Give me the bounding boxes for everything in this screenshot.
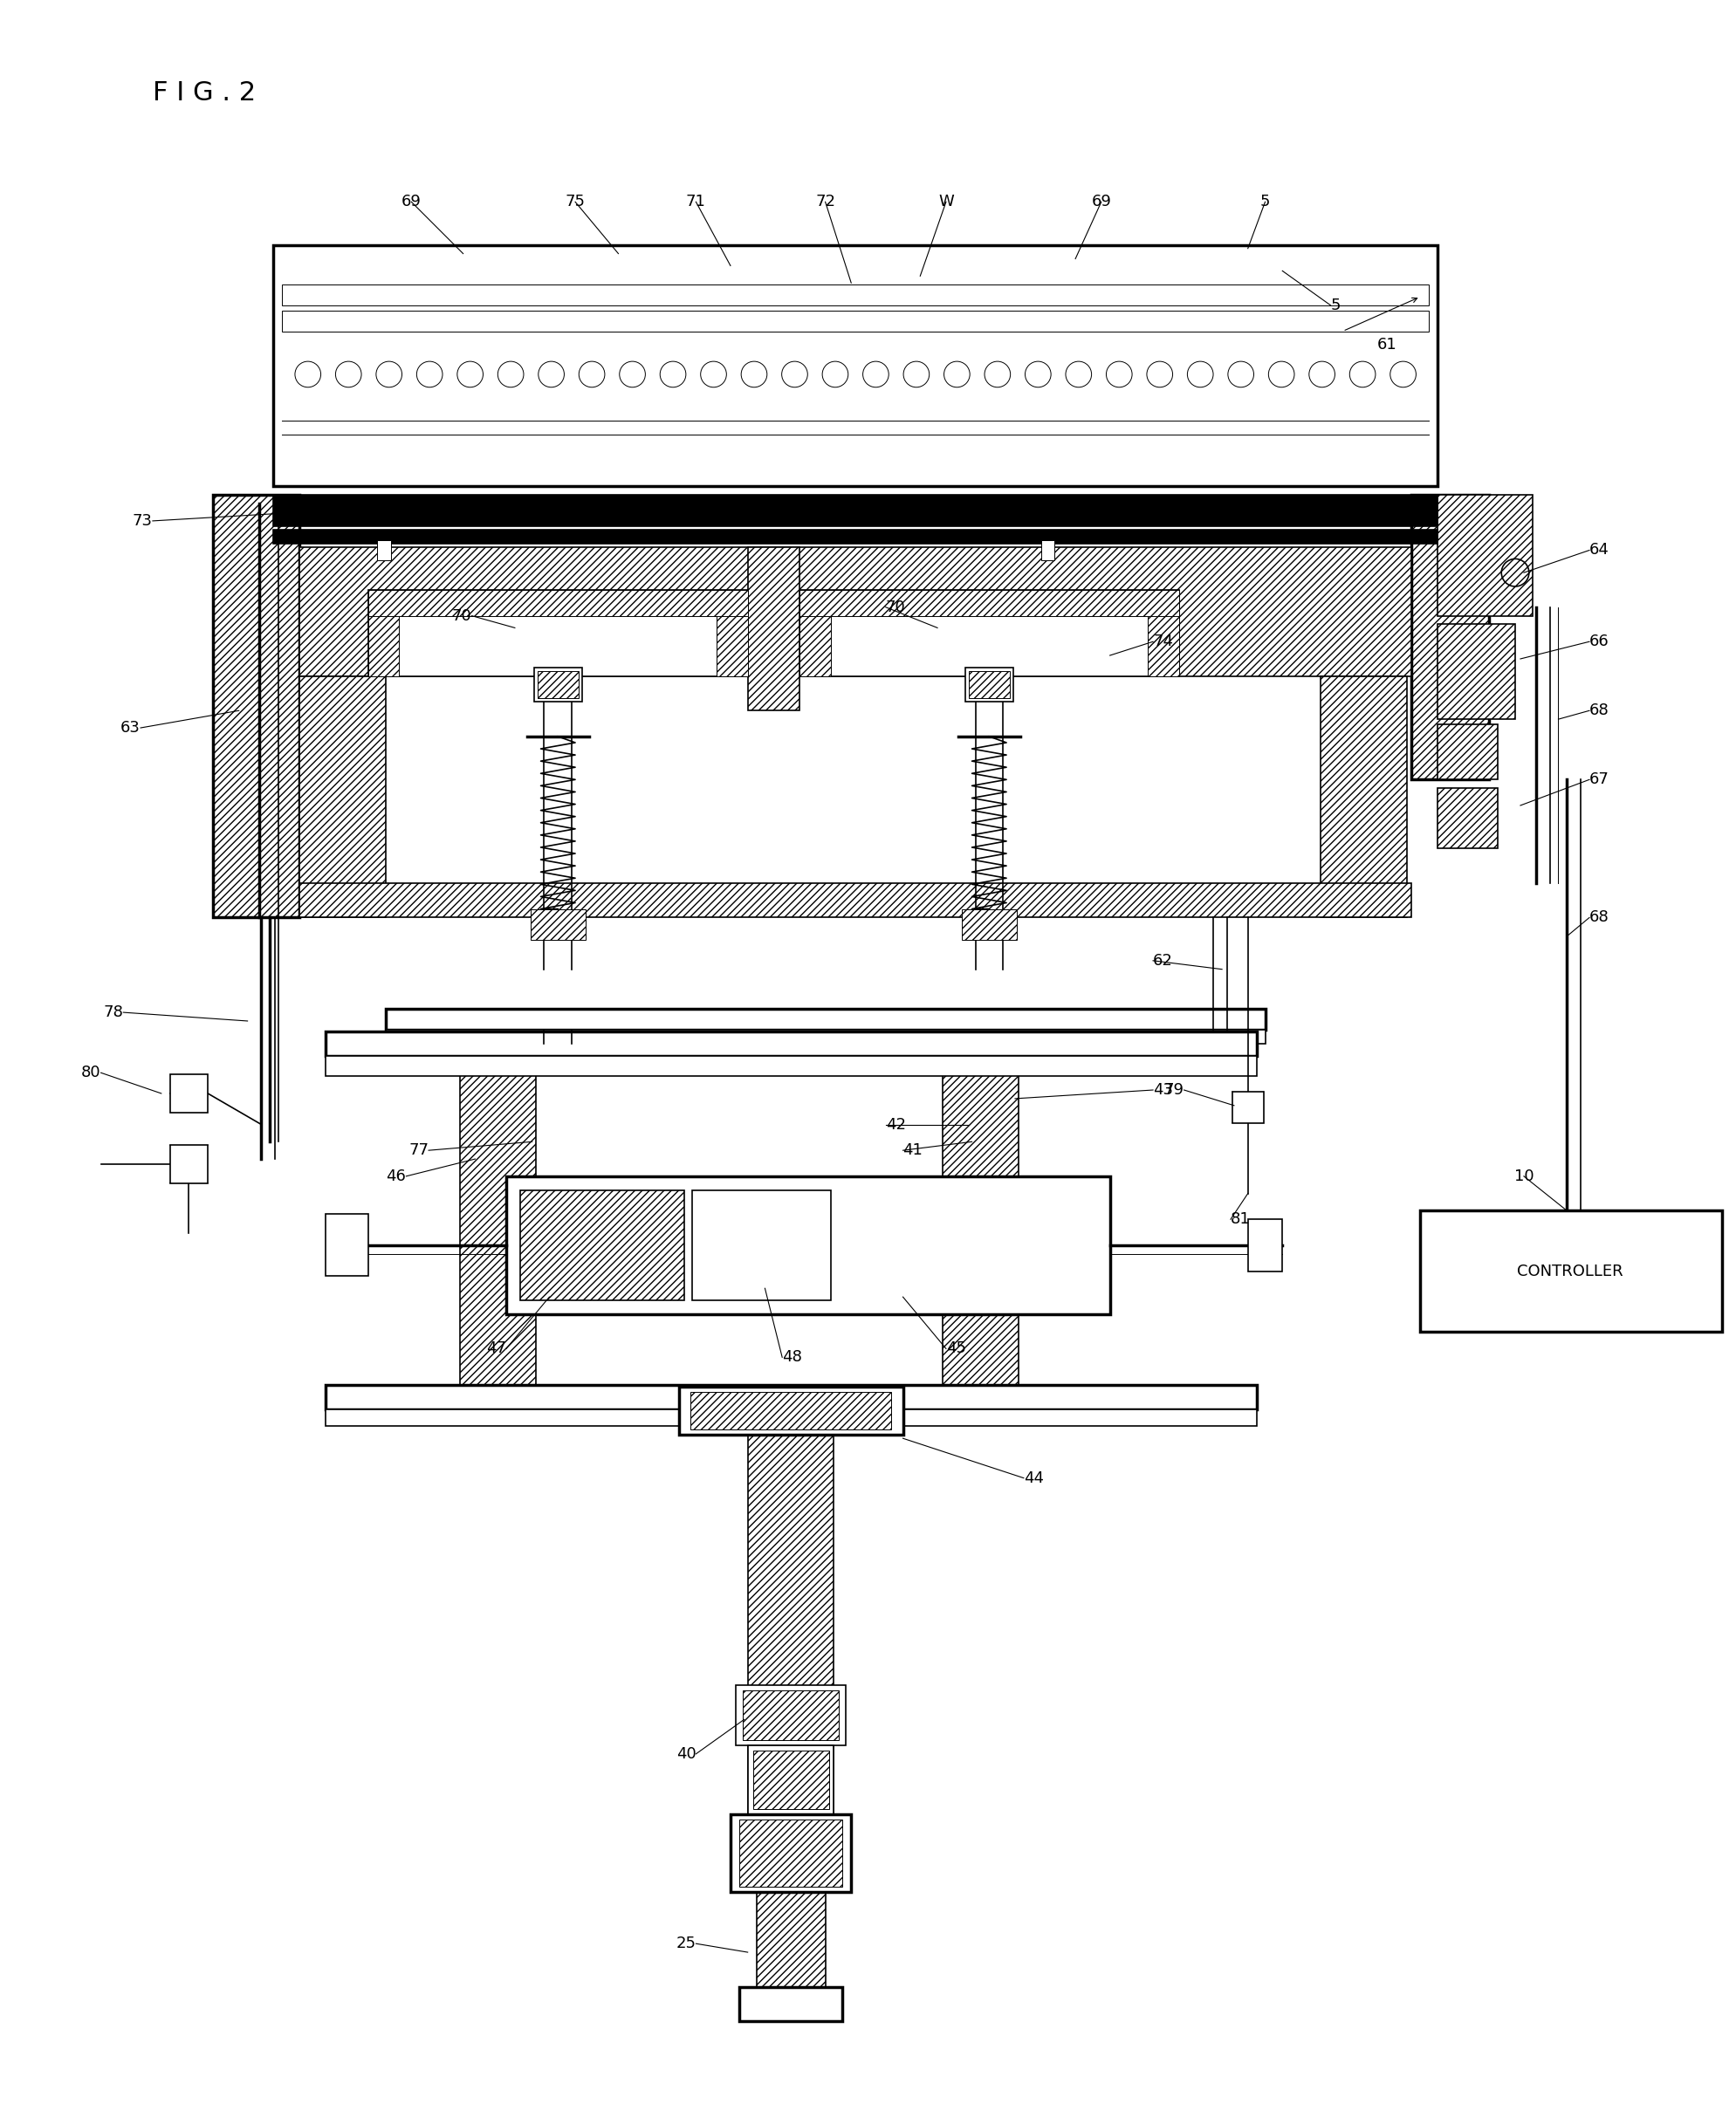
Bar: [1319, 676, 1406, 918]
Bar: [325, 1385, 1255, 1408]
Text: 10: 10: [1514, 1167, 1533, 1184]
Bar: [736, 1685, 845, 1746]
Bar: [1437, 787, 1496, 849]
Bar: [746, 1408, 833, 1813]
Text: 44: 44: [1023, 1469, 1043, 1486]
Bar: [299, 676, 385, 918]
Bar: [533, 667, 582, 703]
Bar: [519, 1191, 684, 1300]
Text: 80: 80: [82, 1064, 101, 1081]
Bar: [965, 667, 1012, 703]
Bar: [325, 1032, 1255, 1056]
Bar: [368, 589, 399, 676]
Bar: [691, 1391, 891, 1429]
Bar: [1246, 1220, 1281, 1271]
Bar: [273, 496, 1437, 526]
Text: 73: 73: [132, 513, 153, 528]
Bar: [1437, 625, 1514, 720]
Text: 61: 61: [1377, 338, 1396, 353]
Text: 43: 43: [1153, 1083, 1172, 1098]
Bar: [799, 589, 830, 676]
Text: 5: 5: [1330, 298, 1340, 312]
Bar: [679, 1387, 903, 1435]
Text: 41: 41: [903, 1142, 922, 1159]
Bar: [385, 1030, 1264, 1043]
Bar: [740, 1986, 842, 2020]
Text: 25: 25: [675, 1936, 696, 1951]
Text: 45: 45: [946, 1340, 965, 1357]
Bar: [1233, 1091, 1262, 1123]
Bar: [799, 589, 1179, 676]
Bar: [368, 589, 746, 616]
Bar: [170, 1144, 208, 1182]
Bar: [529, 910, 585, 939]
Bar: [281, 285, 1429, 306]
Text: 69: 69: [1090, 194, 1111, 209]
Text: 77: 77: [408, 1142, 429, 1159]
Text: 67: 67: [1588, 773, 1609, 787]
Bar: [377, 540, 391, 562]
Bar: [1040, 540, 1054, 562]
Text: CONTROLLER: CONTROLLER: [1517, 1262, 1623, 1279]
Bar: [1420, 1212, 1722, 1332]
Bar: [281, 310, 1429, 331]
Text: 63: 63: [120, 720, 141, 737]
Bar: [505, 1176, 1109, 1315]
Text: 68: 68: [1588, 910, 1609, 925]
Bar: [717, 589, 746, 676]
Text: 62: 62: [1153, 952, 1172, 969]
Bar: [385, 1009, 1264, 1030]
Bar: [969, 671, 1009, 699]
Bar: [746, 1746, 833, 1813]
Bar: [693, 1191, 830, 1300]
Bar: [799, 589, 1179, 616]
Bar: [299, 547, 1411, 676]
Text: 48: 48: [781, 1349, 802, 1366]
Text: 78: 78: [104, 1005, 123, 1020]
Text: 68: 68: [1588, 703, 1609, 718]
Bar: [743, 1691, 838, 1739]
Bar: [214, 496, 299, 918]
Bar: [273, 530, 1437, 543]
Text: 79: 79: [1163, 1083, 1184, 1098]
Text: 64: 64: [1588, 543, 1609, 557]
Bar: [299, 882, 1411, 918]
Bar: [368, 589, 746, 676]
Bar: [755, 1891, 825, 1995]
Bar: [325, 1056, 1255, 1077]
Bar: [740, 1820, 842, 1887]
Text: 70: 70: [885, 600, 904, 614]
Bar: [460, 1030, 535, 1400]
Bar: [1437, 496, 1531, 616]
Text: 40: 40: [675, 1746, 696, 1763]
Bar: [731, 1813, 851, 1891]
Bar: [325, 1408, 1255, 1427]
Text: F I G . 2: F I G . 2: [153, 80, 255, 106]
Bar: [1411, 496, 1488, 779]
Bar: [536, 671, 578, 699]
Bar: [962, 910, 1016, 939]
Text: 75: 75: [564, 194, 585, 209]
Text: W: W: [937, 194, 953, 209]
Bar: [746, 547, 799, 711]
Bar: [752, 1750, 828, 1809]
Text: 70: 70: [451, 608, 472, 623]
Text: 47: 47: [486, 1340, 505, 1357]
Text: 66: 66: [1588, 633, 1609, 650]
Bar: [1147, 589, 1179, 676]
Bar: [325, 1214, 368, 1277]
Text: 46: 46: [385, 1167, 406, 1184]
Text: 81: 81: [1231, 1212, 1250, 1226]
Bar: [943, 1030, 1017, 1400]
Bar: [170, 1074, 208, 1112]
Text: 42: 42: [885, 1117, 904, 1131]
Text: 72: 72: [814, 194, 835, 209]
Text: 5: 5: [1260, 194, 1269, 209]
Text: 69: 69: [401, 194, 422, 209]
Bar: [273, 245, 1437, 486]
Text: 71: 71: [686, 194, 705, 209]
Text: 74: 74: [1153, 633, 1172, 650]
Bar: [1437, 724, 1496, 779]
